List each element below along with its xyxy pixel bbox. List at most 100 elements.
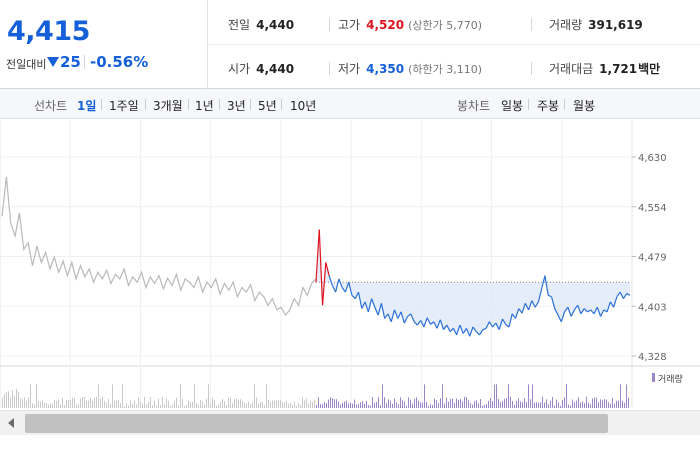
- volume-bar: [592, 398, 593, 408]
- volume-bar: [326, 403, 327, 408]
- volume-bar: [548, 404, 549, 408]
- toolbar-divider: [250, 99, 251, 110]
- volume-bar: [8, 391, 9, 408]
- volume-bar: [406, 405, 407, 408]
- volume-bar: [348, 403, 349, 408]
- today-line-segment: [580, 308, 585, 315]
- volume-bar: [42, 400, 43, 408]
- period-3y-button[interactable]: 3년: [227, 99, 246, 113]
- period-1w-button[interactable]: 1주일: [109, 99, 139, 113]
- volume-bar: [298, 403, 299, 408]
- volume-bar: [560, 405, 561, 408]
- volume-legend-swatch: [652, 373, 655, 382]
- today-line-segment: [371, 298, 376, 308]
- period-10y-button[interactable]: 10년: [290, 99, 317, 113]
- volume-bar: [214, 400, 215, 408]
- today-line-segment: [341, 287, 346, 293]
- today-line-segment: [430, 321, 435, 325]
- today-line-segment: [380, 303, 386, 319]
- period-1d-button[interactable]: 1일: [77, 99, 97, 113]
- volume-bar: [588, 402, 589, 408]
- today-line-segment: [338, 278, 343, 288]
- volume-bar: [82, 396, 83, 408]
- previous-day-line: [1, 176, 317, 317]
- volume-bar: [166, 398, 167, 408]
- volume-bar: [390, 400, 391, 408]
- volume-bar: [452, 398, 453, 408]
- volume-bar: [612, 397, 613, 408]
- period-5y-button[interactable]: 5년: [258, 99, 277, 113]
- volume-bar: [138, 397, 139, 408]
- volume-bar: [238, 399, 239, 408]
- volume-bar: [460, 399, 461, 408]
- volume-bar: [602, 400, 603, 408]
- volume-bar: [68, 399, 69, 408]
- today-line-segment: [534, 301, 539, 308]
- volume-bar: [624, 402, 625, 408]
- volume-bar: [316, 405, 317, 408]
- volume-bar: [404, 401, 405, 408]
- stat-value: 4,350: [366, 62, 405, 76]
- stat-value: 4,440: [256, 18, 295, 32]
- volume-bar: [176, 397, 177, 408]
- volume-bar: [464, 396, 465, 408]
- volume-bar: [534, 402, 535, 408]
- period-1y-button[interactable]: 1년: [195, 99, 214, 113]
- volume-bar: [364, 403, 365, 408]
- volume-bar: [92, 400, 93, 408]
- volume-bar: [484, 405, 485, 408]
- stat-high: 고가 4,520 (상한가 5,770): [338, 16, 482, 32]
- stat-value: 4,440: [256, 62, 295, 76]
- scroll-left-icon[interactable]: [8, 418, 14, 428]
- current-price: 4,415: [7, 16, 90, 47]
- change-divider: [84, 55, 85, 69]
- stat-label: 전일: [228, 18, 251, 32]
- chart-scrollbar[interactable]: [0, 410, 700, 435]
- today-line-segment: [600, 309, 605, 317]
- candle-monthly-button[interactable]: 월봉: [573, 99, 596, 113]
- today-line-segment: [410, 313, 415, 322]
- volume-bar: [160, 405, 161, 408]
- candle-daily-button[interactable]: 일봉: [501, 99, 524, 113]
- volume-bar: [562, 400, 563, 408]
- volume-bar: [372, 397, 373, 408]
- stats-divider: [209, 44, 700, 45]
- scrollbar-thumb[interactable]: [25, 414, 608, 433]
- volume-bar: [178, 405, 179, 408]
- period-3m-button[interactable]: 3개월: [153, 99, 183, 113]
- volume-bar: [216, 405, 217, 408]
- volume-bar: [498, 399, 499, 408]
- today-line-segment: [357, 291, 363, 309]
- today-line-segment: [590, 309, 595, 315]
- volume-bar: [280, 399, 281, 408]
- price-chart[interactable]: 4,630 4,554 4,479 4,403 4,328 거래량: [0, 120, 700, 410]
- volume-bar: [314, 399, 315, 408]
- volume-bar: [430, 404, 431, 408]
- today-line-segment: [567, 307, 572, 317]
- line-chart-label: 선차트: [34, 99, 68, 113]
- volume-bar: [2, 397, 3, 408]
- today-line-segment: [354, 291, 360, 299]
- volume-bar: [416, 397, 417, 408]
- today-line-segment: [318, 229, 324, 306]
- volume-bar: [578, 397, 579, 408]
- volume-bar: [620, 384, 621, 408]
- volume-bar: [424, 384, 425, 408]
- today-line-segment: [518, 308, 523, 314]
- volume-bar: [510, 396, 511, 408]
- today-line-segment: [335, 278, 340, 293]
- volume-bar: [338, 401, 339, 408]
- volume-bar: [26, 400, 27, 408]
- volume-bar: [118, 400, 119, 408]
- today-fill: [316, 229, 630, 337]
- volume-bar: [222, 398, 223, 408]
- volume-bar: [102, 396, 103, 408]
- volume-bar: [204, 404, 205, 408]
- volume-bar: [244, 402, 245, 408]
- volume-bar: [200, 400, 201, 408]
- today-line-segment: [550, 296, 556, 309]
- volume-bar: [196, 402, 197, 408]
- today-line-segment: [619, 291, 624, 299]
- candle-weekly-button[interactable]: 주봉: [537, 99, 560, 113]
- volume-bar: [90, 397, 91, 408]
